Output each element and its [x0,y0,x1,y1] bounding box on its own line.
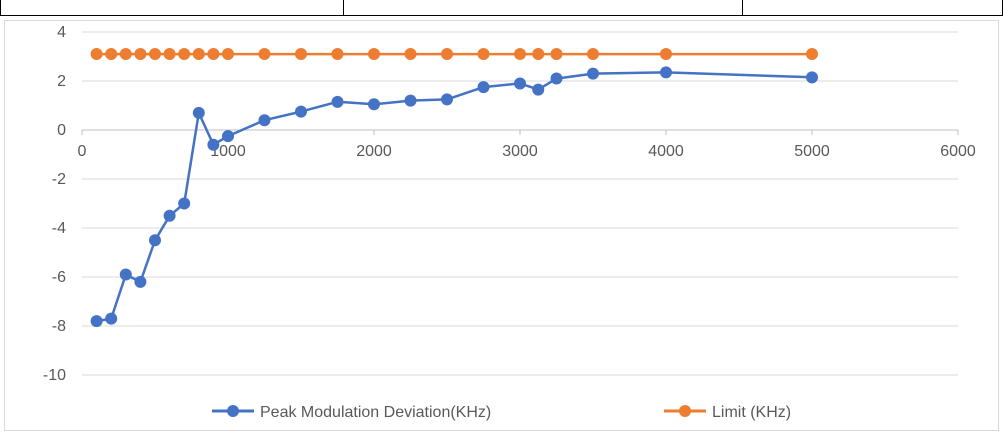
data-point [149,48,161,61]
data-point [207,48,220,61]
data-point [163,48,176,61]
data-point [258,48,271,61]
data-point [178,197,191,210]
data-point [550,72,563,85]
y-tick-label: 4 [57,24,66,41]
data-point [514,77,526,90]
data-point [90,315,103,328]
y-tick-label: 2 [57,73,66,90]
data-point [258,114,271,127]
x-tick-label: 4000 [648,143,684,160]
data-point [178,48,191,61]
legend-peak-marker [227,405,239,417]
data-point [587,67,599,80]
data-point [295,105,307,118]
y-tick-label: -4 [52,220,66,237]
x-tick-label: 2000 [356,143,392,160]
data-point [532,83,545,96]
data-point [105,312,118,325]
data-point [441,93,453,106]
y-tick-label: 0 [57,122,66,139]
data-point [149,234,161,247]
data-point [331,95,344,108]
data-point [331,48,344,61]
data-point [660,66,672,79]
data-point [477,48,490,61]
y-tick-label: -8 [52,318,66,335]
x-tick-label: 1000 [210,143,246,160]
data-point [806,48,818,61]
x-tick-labels: 0 1000 2000 3000 4000 5000 6000 [78,143,976,160]
series-layer [90,48,818,328]
y-tick-labels: 4 2 0 -2 -4 -6 -8 -10 [43,24,66,384]
axes [81,129,959,135]
data-point [404,94,417,107]
y-tick-label: -10 [43,367,66,384]
data-point [806,71,818,84]
x-tick-label: 0 [78,143,87,160]
legend-item-limit: Limit (KHz) [664,404,791,421]
legend: Peak Modulation Deviation(KHz) Limit (KH… [212,404,791,421]
x-tick-label: 6000 [940,143,976,160]
data-point [119,268,132,281]
series-0 [90,66,818,328]
data-point [192,106,205,119]
x-tick-label: 5000 [794,143,830,160]
data-point [660,48,672,61]
series-1 [90,48,818,61]
legend-peak-label: Peak Modulation Deviation(KHz) [260,404,491,421]
legend-limit-marker [679,405,691,417]
data-point [105,48,118,61]
gridlines [82,31,958,376]
data-point [404,48,417,61]
data-point [368,48,380,61]
x-tick-label: 3000 [502,143,538,160]
data-point [550,48,563,61]
data-point [368,98,380,111]
data-point [119,48,132,61]
data-point [134,275,147,288]
data-point [90,48,103,61]
data-point [222,48,234,61]
data-point [207,138,220,151]
data-point [134,48,147,61]
legend-item-peak: Peak Modulation Deviation(KHz) [212,404,491,421]
data-point [587,48,599,61]
data-point [192,48,205,61]
data-point [441,48,453,61]
y-tick-label: -2 [52,171,66,188]
data-point [295,48,307,61]
legend-limit-label: Limit (KHz) [712,404,791,421]
data-point [514,48,526,61]
data-point [532,48,545,61]
data-point [477,81,490,94]
chart-border [4,20,999,431]
table-fragment [0,0,1003,16]
data-point [163,209,176,222]
y-tick-label: -6 [52,269,66,286]
data-point [222,130,234,143]
